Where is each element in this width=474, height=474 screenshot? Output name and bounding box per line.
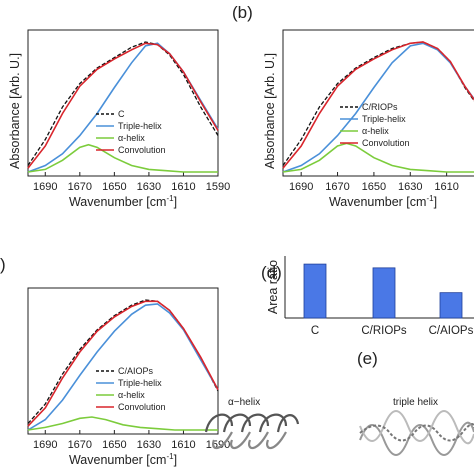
plot-frame [282, 29, 474, 177]
panel-b-label: (b) [232, 3, 253, 22]
y-axis-title: Absorbance [Arb. U.] [8, 53, 22, 169]
bar-c-aiops [439, 292, 463, 319]
x-tick-label: 1670 [68, 439, 92, 451]
x-axis-title: Wavenumber [cm-1] [69, 194, 177, 209]
panel-e-label: (e) [357, 349, 378, 368]
legend-label: α-helix [118, 133, 145, 143]
bar-chart-panel-d: Area ratio C C/RIOPs C/AIOPs [266, 256, 474, 337]
x-axis-superscript: -1 [426, 194, 434, 203]
x-tick-label: 1610 [434, 181, 458, 193]
x-tick-label: 1690 [289, 181, 313, 193]
x-tick-label: 1650 [362, 181, 386, 193]
series-line--helix [282, 142, 474, 173]
plot-frame [27, 29, 219, 177]
triple-helix-label: triple helix [393, 397, 438, 408]
series-line-convolution [27, 300, 219, 427]
x-tick-label: 1690 [33, 439, 57, 451]
x-tick-label: 1630 [137, 181, 161, 193]
legend-label: Triple-helix [362, 114, 406, 124]
legend-label: Convolution [362, 138, 410, 148]
x-axis-bracket: ] [174, 195, 177, 209]
x-tick-label: 1650 [102, 439, 126, 451]
series-line-c [27, 41, 219, 166]
x-tick-label: 1670 [325, 181, 349, 193]
series-line--helix [27, 143, 218, 173]
x-tick-label: 1690 [33, 181, 57, 193]
legend-label: Convolution [118, 402, 166, 412]
bar-c [303, 263, 327, 319]
x-tick-label: 1630 [137, 439, 161, 451]
bar-c-riops [372, 267, 396, 319]
series-line-convolution [282, 41, 474, 169]
x-axis-title: Wavenumber [cm-1] [329, 194, 437, 209]
x-tick-label: 1590 [206, 181, 230, 193]
x-tick-label: C/RIOPs [361, 325, 407, 337]
alpha-helix-illustration [204, 413, 300, 450]
x-tick-label: 1610 [171, 181, 195, 193]
chart-panel-a: 1690 1670 1650 1630 1610 1590 Wavenumber [cm-1… [8, 29, 230, 209]
x-axis-title: Wavenumber [cm-1] [69, 452, 177, 467]
triple-helix-illustration [359, 410, 474, 456]
legend-label: C/RIOPs [362, 102, 398, 112]
legend-label: C/AIOPs [118, 366, 154, 376]
x-tick-label: 1610 [171, 439, 195, 451]
x-axis-superscript: -1 [166, 452, 174, 461]
panel-d-label: (d) [261, 263, 282, 282]
legend-label: α-helix [118, 390, 145, 400]
series-line--helix [27, 416, 218, 431]
x-tick-label: C/AIOPs [429, 325, 474, 337]
legend-label: Triple-helix [118, 121, 162, 131]
legend-label: α-helix [362, 126, 389, 136]
y-axis-title: Absorbance [Arb. U.] [263, 53, 277, 169]
x-tick-label: C [311, 325, 319, 337]
panel-c-partial-label: ) [0, 255, 6, 274]
chart-panel-b: 16901670165016301610159Wavenumber [cm-1]… [263, 29, 474, 209]
x-axis-superscript: -1 [166, 194, 174, 203]
x-axis-bracket: ] [174, 453, 177, 467]
series-line-convolution [27, 42, 219, 169]
x-tick-label: 1670 [68, 181, 92, 193]
alpha-helix-label: α−helix [228, 397, 260, 408]
x-tick-label: 1630 [398, 181, 422, 193]
structure-schematic: α−helix triple helix [204, 397, 474, 456]
x-tick-label: 1650 [102, 181, 126, 193]
legend-label: Convolution [118, 145, 166, 155]
x-axis-bracket: ] [434, 195, 437, 209]
plot-frame [27, 287, 219, 435]
legend-label: Triple-helix [118, 378, 162, 388]
y-axis-title: Area ratio [266, 260, 280, 314]
legend-label: C [118, 109, 125, 119]
